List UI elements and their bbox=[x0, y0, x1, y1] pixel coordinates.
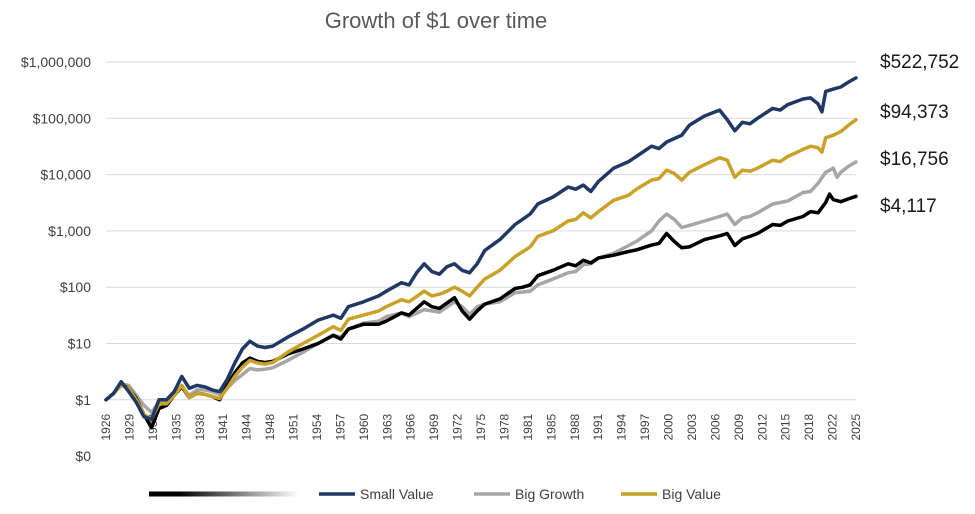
x-tick-label: 1938 bbox=[193, 413, 207, 440]
legend-label: Big Value bbox=[662, 486, 721, 502]
series-line-big-value bbox=[104, 117, 858, 422]
y-tick-label: $100 bbox=[60, 279, 91, 295]
x-tick-label: 1954 bbox=[310, 413, 324, 440]
x-tick-label: 2018 bbox=[802, 413, 816, 440]
x-tick-label: 1957 bbox=[333, 413, 347, 440]
x-tick-label: 1935 bbox=[169, 413, 183, 440]
x-tick-label: 1966 bbox=[404, 413, 418, 440]
x-tick-label: 1929 bbox=[122, 413, 136, 440]
series-line-small-value bbox=[104, 76, 858, 422]
x-tick-label: 1948 bbox=[263, 413, 277, 440]
x-tick-label: 2015 bbox=[779, 413, 793, 440]
y-tick-label: $10 bbox=[68, 336, 92, 352]
end-value-label: $4,117 bbox=[880, 196, 937, 217]
chart-title: Growth of $1 over time bbox=[325, 8, 548, 33]
x-tick-label: 2000 bbox=[662, 413, 676, 440]
y-tick-label: $1,000,000 bbox=[21, 54, 91, 70]
x-tick-label: 1978 bbox=[497, 413, 511, 440]
x-tick-label: 1994 bbox=[615, 413, 629, 440]
x-tick-label: 1941 bbox=[216, 413, 230, 440]
y-tick-label: $100,000 bbox=[33, 110, 92, 126]
x-tick-label: 1988 bbox=[568, 413, 582, 440]
x-tick-label: 2009 bbox=[732, 413, 746, 440]
x-tick-label: 1960 bbox=[357, 413, 371, 440]
x-tick-label: 2012 bbox=[755, 413, 769, 440]
legend-label: Big Growth bbox=[515, 486, 584, 502]
x-tick-label: 1944 bbox=[240, 413, 254, 440]
x-tick-label: 1981 bbox=[521, 413, 535, 440]
x-tick-label: 1985 bbox=[544, 413, 558, 440]
end-value-label: $522,752 bbox=[880, 52, 959, 73]
x-tick-label: 1926 bbox=[99, 413, 113, 440]
y-tick-label: $10,000 bbox=[40, 167, 91, 183]
x-tick-label: 1969 bbox=[427, 413, 441, 440]
legend-swatch-unnamed bbox=[149, 491, 299, 497]
x-tick-label: 1997 bbox=[638, 413, 652, 440]
end-value-label: $94,373 bbox=[880, 102, 949, 123]
x-tick-label: 1963 bbox=[380, 413, 394, 440]
x-tick-label: 2003 bbox=[685, 413, 699, 440]
x-tick-label: 1972 bbox=[451, 413, 465, 440]
x-tick-label: 2025 bbox=[849, 413, 863, 440]
legend-label: Small Value bbox=[360, 486, 434, 502]
y-tick-label: $1 bbox=[75, 392, 91, 408]
end-value-label: $16,756 bbox=[880, 149, 949, 170]
x-tick-label: 2006 bbox=[708, 413, 722, 440]
x-tick-label: 1991 bbox=[591, 413, 605, 440]
x-tick-label: 1975 bbox=[474, 413, 488, 440]
y-tick-label: $0 bbox=[75, 448, 91, 464]
series-line-big-growth bbox=[104, 160, 858, 415]
x-tick-label: 1951 bbox=[287, 413, 301, 440]
y-tick-label: $1,000 bbox=[48, 223, 91, 239]
x-tick-label: 2022 bbox=[826, 413, 840, 440]
